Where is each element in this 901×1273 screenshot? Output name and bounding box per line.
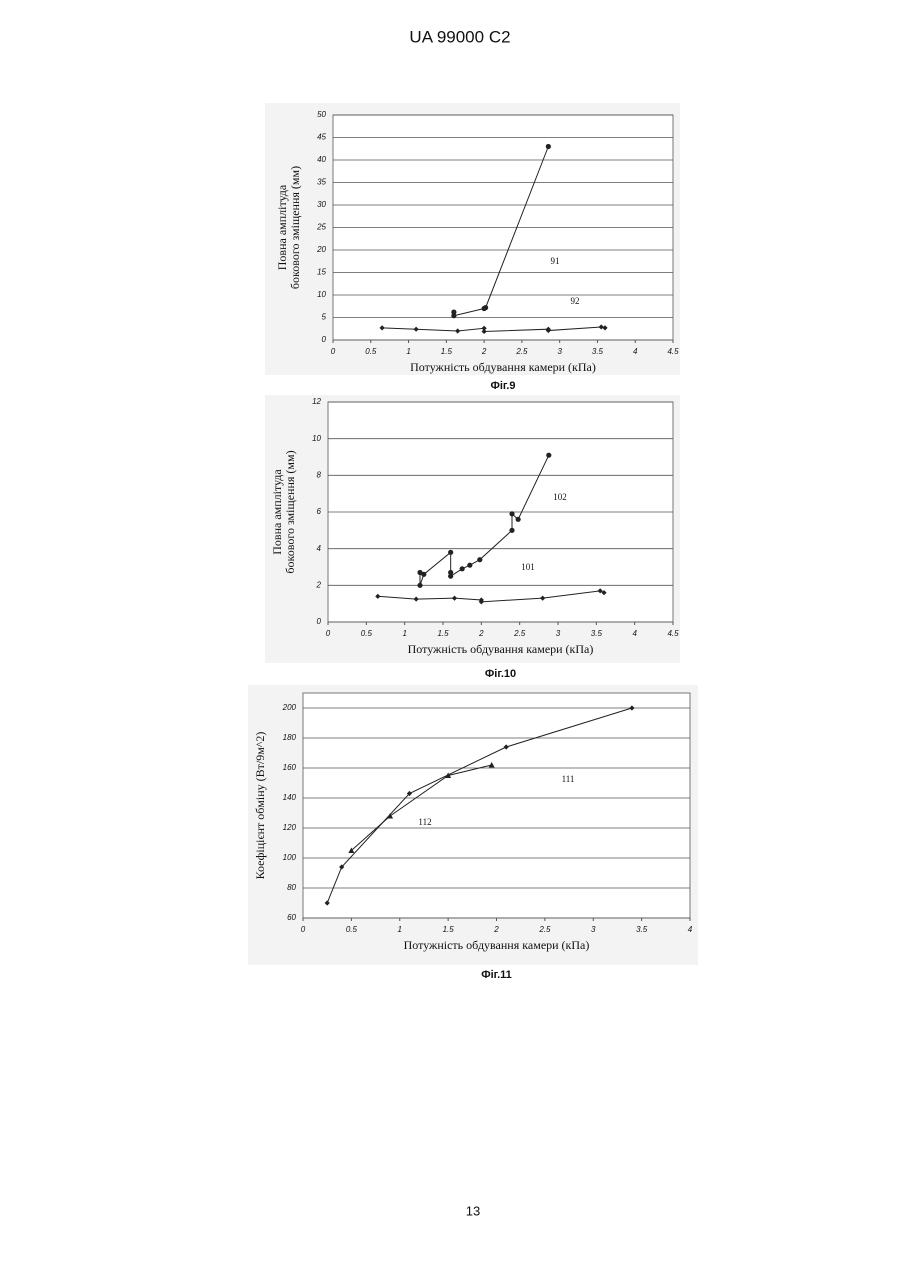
data-point <box>448 574 453 579</box>
x-tick-label: 4 <box>632 629 637 638</box>
y-tick-label: 0 <box>317 617 322 626</box>
y-tick-label: 5 <box>322 313 327 322</box>
data-point <box>546 453 551 458</box>
x-tick-label: 3 <box>556 629 561 638</box>
x-tick-label: 1.5 <box>443 925 455 934</box>
y-axis-label: Повна амплітуда <box>270 469 284 555</box>
y-tick-label: 0 <box>322 335 327 344</box>
curve-label: 102 <box>553 492 567 502</box>
data-point <box>417 583 422 588</box>
y-tick-label: 30 <box>317 200 326 209</box>
y-tick-label: 35 <box>317 178 326 187</box>
x-tick-label: 4 <box>688 925 693 934</box>
x-tick-label: 0 <box>326 629 331 638</box>
x-tick-label: 4.5 <box>667 347 679 356</box>
y-tick-label: 15 <box>317 268 326 277</box>
y-tick-label: 50 <box>317 110 326 119</box>
y-tick-label: 12 <box>312 397 321 406</box>
data-point <box>516 517 521 522</box>
y-tick-label: 20 <box>316 245 326 254</box>
data-point <box>421 572 426 577</box>
y-axis-label: Коефіцієнт обміну (Вт/9м^2) <box>253 732 267 880</box>
data-point <box>509 528 514 533</box>
y-axis-label: Повна амплітуда <box>275 184 289 270</box>
x-tick-label: 1 <box>398 925 402 934</box>
x-tick-label: 2.5 <box>538 925 551 934</box>
data-point <box>546 144 551 149</box>
figure-caption: Фіг.11 <box>481 969 512 981</box>
y-tick-label: 40 <box>317 155 326 164</box>
data-point <box>477 557 482 562</box>
y-tick-label: 4 <box>317 544 322 553</box>
x-tick-label: 3.5 <box>636 925 648 934</box>
page: UA 99000 C2 13 0510152025303540455000.51… <box>0 0 901 1273</box>
data-point <box>467 563 472 568</box>
x-tick-label: 2 <box>478 629 484 638</box>
x-tick-label: 0 <box>301 925 306 934</box>
x-tick-label: 0.5 <box>365 347 377 356</box>
y-tick-label: 80 <box>287 883 296 892</box>
data-point <box>451 313 456 318</box>
y-tick-label: 25 <box>316 223 326 232</box>
curve-label: 111 <box>562 774 575 784</box>
data-point <box>483 305 488 310</box>
y-axis-label: бокового зміщення (мм) <box>283 450 297 573</box>
x-tick-label: 0 <box>331 347 336 356</box>
y-tick-label: 120 <box>283 823 297 832</box>
x-tick-label: 1.5 <box>437 629 449 638</box>
x-axis-label: Потужність обдування камери (кПа) <box>404 938 590 952</box>
curve-label: 112 <box>418 817 431 827</box>
y-tick-label: 60 <box>287 913 296 922</box>
x-tick-label: 3.5 <box>592 347 604 356</box>
data-point <box>448 550 453 555</box>
data-point <box>509 511 514 516</box>
x-tick-label: 1 <box>402 629 406 638</box>
x-tick-label: 3 <box>591 925 596 934</box>
y-tick-label: 10 <box>317 290 326 299</box>
figure-caption: Фіг.9 <box>490 380 515 392</box>
x-axis-label: Потужність обдування камери (кПа) <box>408 642 594 656</box>
x-tick-label: 3 <box>557 347 562 356</box>
y-tick-label: 6 <box>317 507 322 516</box>
x-tick-label: 1 <box>406 347 410 356</box>
figure-caption: Фіг.10 <box>485 668 516 680</box>
x-tick-label: 0.5 <box>346 925 358 934</box>
x-tick-label: 4 <box>633 347 638 356</box>
curve-label: 101 <box>521 562 535 572</box>
y-tick-label: 200 <box>282 703 297 712</box>
x-tick-label: 2 <box>481 347 487 356</box>
x-tick-label: 2 <box>493 925 499 934</box>
y-tick-label: 180 <box>283 733 297 742</box>
y-tick-label: 100 <box>283 853 297 862</box>
page-header: UA 99000 C2 <box>409 27 510 46</box>
y-tick-label: 10 <box>312 434 321 443</box>
curve-label: 92 <box>571 296 580 306</box>
y-tick-label: 2 <box>316 580 322 589</box>
data-point <box>460 566 465 571</box>
y-axis-label: бокового зміщення (мм) <box>288 166 302 289</box>
x-tick-label: 1.5 <box>441 347 453 356</box>
x-tick-label: 2.5 <box>515 347 528 356</box>
page-number: 13 <box>466 1203 480 1218</box>
y-tick-label: 8 <box>317 470 322 479</box>
curve-label: 91 <box>551 256 560 266</box>
y-tick-label: 45 <box>317 133 326 142</box>
plot-area <box>303 693 690 918</box>
x-tick-label: 0.5 <box>361 629 373 638</box>
x-axis-label: Потужність обдування камери (кПа) <box>410 360 596 374</box>
x-tick-label: 2.5 <box>513 629 526 638</box>
y-tick-label: 160 <box>283 763 297 772</box>
x-tick-label: 3.5 <box>591 629 603 638</box>
y-tick-label: 140 <box>283 793 297 802</box>
x-tick-label: 4.5 <box>667 629 679 638</box>
